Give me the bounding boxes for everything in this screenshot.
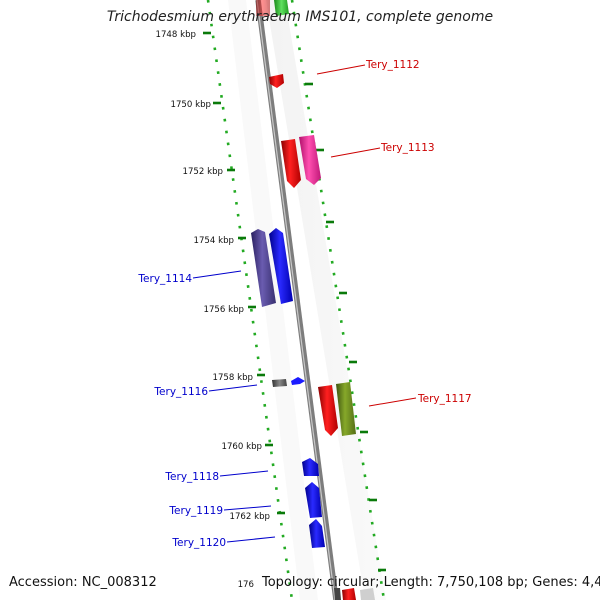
ruler-label-1752: 1752 kbp xyxy=(183,167,224,177)
gene-feature-tery-1120[interactable] xyxy=(309,519,325,548)
leader-line-tery-1119 xyxy=(223,505,272,511)
genome-backbone-highlight xyxy=(256,0,336,600)
genome-backbone xyxy=(255,0,339,600)
ruler-label-1756: 1756 kbp xyxy=(204,305,245,315)
gene-feature-tery-1116-blue[interactable] xyxy=(291,377,305,385)
ruler-label-1750: 1750 kbp xyxy=(171,100,212,110)
leader-line-tery-1114 xyxy=(192,270,242,279)
leader-line-tery-1113 xyxy=(330,147,381,158)
leader-line-tery-1116 xyxy=(208,384,258,392)
ruler-label-1754: 1754 kbp xyxy=(194,236,235,246)
ruler-label-1764-partial: 176 xyxy=(238,580,254,590)
gene-feature-tery-1113-pink[interactable] xyxy=(299,135,321,185)
gene-feature-tery-1119[interactable] xyxy=(305,482,322,518)
gene-feature-tery-1114-blue[interactable] xyxy=(269,228,293,304)
gene-label-tery-1117[interactable]: Tery_1117 xyxy=(417,393,472,405)
gene-feature-tery-1112[interactable] xyxy=(269,74,284,88)
gene-label-tery-1120[interactable]: Tery_1120 xyxy=(171,537,226,549)
ruler-label-1760: 1760 kbp xyxy=(222,442,263,452)
inner-ruler-track xyxy=(206,0,294,600)
top-partial-feature-red[interactable] xyxy=(256,0,270,16)
bottom-partial-feature-grey[interactable] xyxy=(360,588,375,600)
gene-feature-tery-1116-grey[interactable] xyxy=(272,379,287,387)
bottom-partial-feature-red[interactable] xyxy=(342,588,356,600)
gene-feature-tery-1114-purple[interactable] xyxy=(251,229,276,307)
gene-feature-tery-1113-red[interactable] xyxy=(281,139,301,188)
gene-feature-tery-1117-red[interactable] xyxy=(318,385,338,436)
gene-label-tery-1112[interactable]: Tery_1112 xyxy=(365,59,420,71)
leader-line-tery-1112 xyxy=(316,64,366,75)
accession-text: Accession: NC_008312 xyxy=(9,575,157,590)
gene-feature-tery-1118[interactable] xyxy=(302,458,319,476)
gene-label-tery-1118[interactable]: Tery_1118 xyxy=(164,471,219,483)
bottom-partial-feature-dark[interactable] xyxy=(334,588,341,600)
gene-label-tery-1114[interactable]: Tery_1114 xyxy=(137,273,192,285)
gene-label-tery-1113[interactable]: Tery_1113 xyxy=(380,142,435,154)
outer-ruler-track xyxy=(290,0,386,600)
gene-label-tery-1116[interactable]: Tery_1116 xyxy=(153,386,208,398)
top-partial-feature-green[interactable] xyxy=(274,0,289,16)
gene-label-tery-1119[interactable]: Tery_1119 xyxy=(168,505,223,517)
gene-feature-tery-1117-olive[interactable] xyxy=(336,382,356,436)
ruler-label-1748: 1748 kbp xyxy=(156,30,197,40)
leader-line-tery-1118 xyxy=(219,470,269,477)
leader-line-tery-1117 xyxy=(368,397,417,407)
leader-line-tery-1120 xyxy=(226,536,276,543)
ruler-label-1762: 1762 kbp xyxy=(230,512,271,522)
outer-ruler-ticks xyxy=(305,82,386,572)
inner-ruler-ticks xyxy=(203,31,285,515)
ruler-label-1758: 1758 kbp xyxy=(213,373,254,383)
genome-summary-text: Topology: circular; Length: 7,750,108 bp… xyxy=(262,575,600,590)
map-title: Trichodesmium erythraeum IMS101, complet… xyxy=(106,9,494,25)
